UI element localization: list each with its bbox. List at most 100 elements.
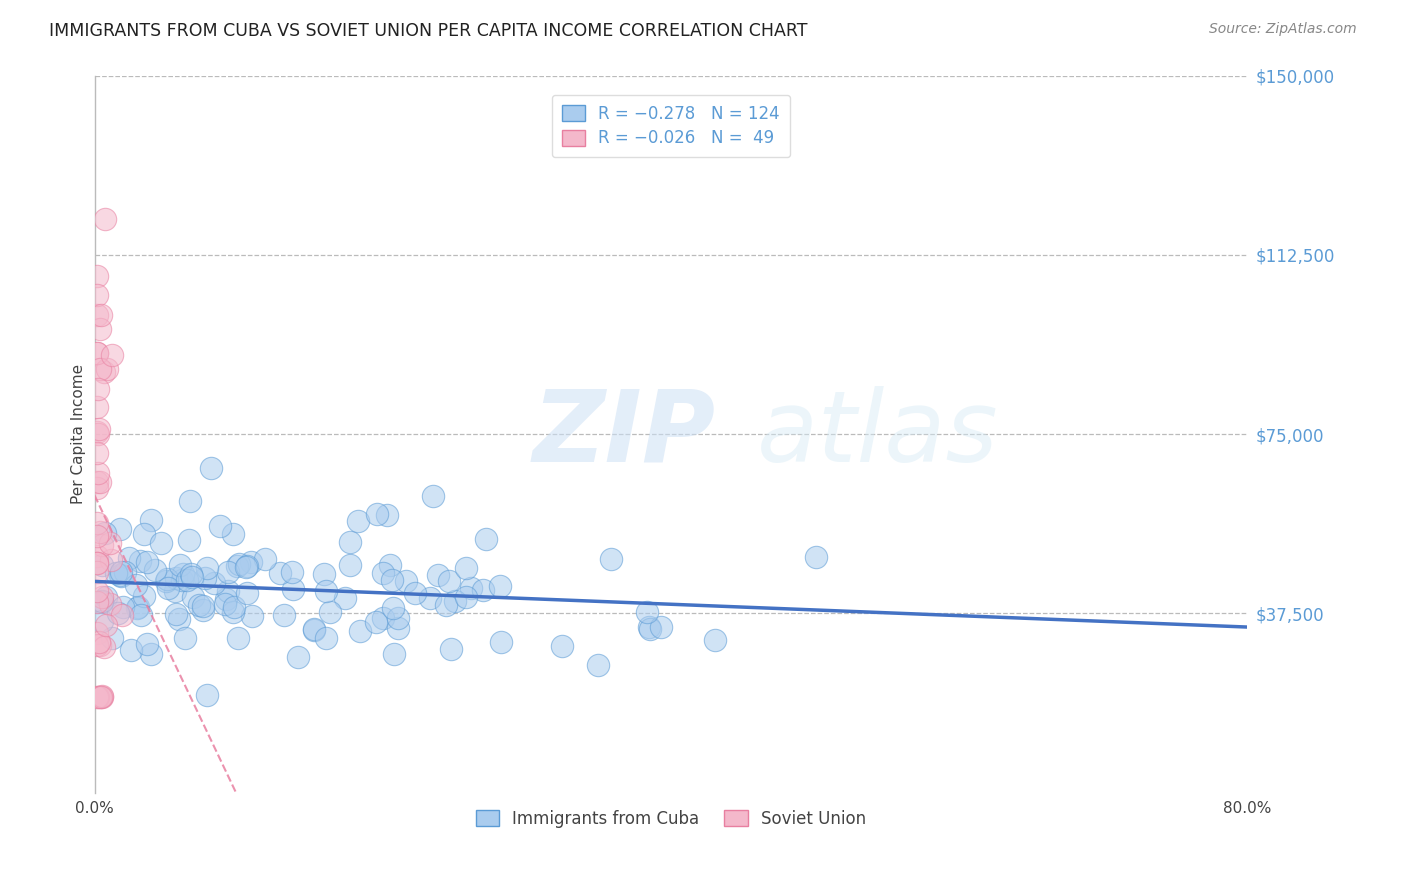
Point (280, 566, 302, 580)
Point (86, 475, 108, 490)
Point (89, 525, 111, 540)
Point (111, 608, 134, 623)
Point (129, 607, 152, 622)
Point (86, 549, 108, 563)
Point (381, 574, 404, 588)
Point (375, 508, 398, 523)
Point (460, 581, 482, 595)
Point (222, 526, 245, 541)
Point (472, 582, 495, 597)
Point (114, 565, 136, 579)
Point (215, 591, 238, 606)
Point (214, 598, 236, 612)
Point (434, 598, 457, 612)
Point (703, 632, 725, 647)
Point (91, 595, 114, 609)
Point (170, 573, 193, 587)
Point (86, 308, 108, 322)
Point (194, 571, 217, 585)
Y-axis label: Per Capita Income: Per Capita Income (72, 364, 86, 504)
Point (240, 609, 263, 624)
Point (141, 647, 163, 661)
Point (86, 346, 108, 360)
Point (318, 606, 340, 620)
Point (141, 513, 163, 527)
Point (806, 550, 828, 565)
Point (176, 574, 198, 588)
Point (165, 607, 187, 622)
Point (87, 422, 110, 436)
Point (387, 611, 409, 625)
Point (437, 574, 460, 588)
Point (180, 566, 202, 581)
Point (125, 578, 148, 592)
Point (315, 632, 337, 646)
Point (302, 622, 325, 636)
Point (180, 569, 202, 583)
Point (172, 567, 194, 582)
Point (134, 590, 156, 604)
Point (339, 558, 361, 572)
Point (188, 599, 211, 613)
Point (650, 620, 672, 634)
Point (302, 623, 325, 637)
Point (366, 615, 388, 629)
Point (586, 657, 609, 672)
Point (86, 400, 108, 414)
Point (87, 690, 110, 704)
Point (90, 614, 112, 628)
Point (98, 597, 121, 611)
Point (636, 605, 658, 619)
Point (312, 566, 335, 581)
Point (169, 558, 191, 573)
Point (366, 507, 388, 521)
Point (235, 586, 257, 600)
Point (217, 584, 239, 599)
Point (491, 635, 513, 649)
Point (94, 526, 117, 541)
Point (179, 493, 201, 508)
Point (87, 466, 110, 480)
Point (86, 269, 108, 284)
Point (427, 568, 450, 582)
Point (110, 567, 132, 582)
Point (419, 591, 441, 605)
Point (475, 532, 498, 546)
Point (86, 566, 108, 580)
Point (240, 555, 263, 569)
Point (200, 460, 222, 475)
Point (86, 446, 108, 460)
Point (110, 522, 132, 536)
Point (191, 599, 214, 613)
Text: ZIP: ZIP (533, 385, 716, 483)
Legend: Immigrants from Cuba, Soviet Union: Immigrants from Cuba, Soviet Union (468, 803, 873, 835)
Point (94, 211, 117, 226)
Point (125, 601, 148, 615)
Point (489, 579, 512, 593)
Point (456, 591, 478, 605)
Point (110, 565, 132, 579)
Point (96, 590, 118, 604)
Point (89, 475, 111, 489)
Point (96, 361, 118, 376)
Point (98, 536, 121, 550)
Point (550, 639, 572, 653)
Point (90, 593, 112, 607)
Point (89, 362, 111, 376)
Point (235, 560, 257, 574)
Point (181, 591, 204, 605)
Point (101, 631, 124, 645)
Point (155, 574, 177, 588)
Point (600, 552, 623, 566)
Point (86, 346, 108, 360)
Point (86, 288, 108, 302)
Point (86, 481, 108, 495)
Point (373, 611, 395, 625)
Point (228, 631, 250, 645)
Point (89, 690, 111, 704)
Point (93, 640, 115, 654)
Point (640, 623, 662, 637)
Point (156, 581, 179, 595)
Point (197, 561, 219, 575)
Point (86, 638, 108, 652)
